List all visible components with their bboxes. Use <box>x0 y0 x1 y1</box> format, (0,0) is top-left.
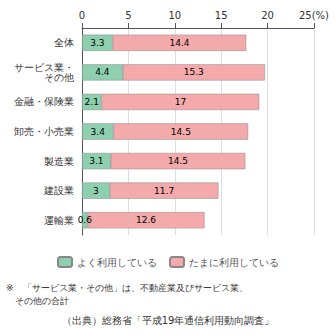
svg-text:たまに利用している: たまに利用している <box>189 257 279 268</box>
svg-text:11.7: 11.7 <box>154 186 174 196</box>
svg-text:20: 20 <box>261 10 274 21</box>
svg-text:建設業: 建設業 <box>43 185 74 196</box>
svg-text:10: 10 <box>168 10 181 21</box>
svg-text:0: 0 <box>79 10 85 21</box>
svg-text:その他の合計: その他の合計 <box>6 296 69 306</box>
svg-text:17: 17 <box>175 97 186 107</box>
svg-text:14.5: 14.5 <box>171 127 191 137</box>
svg-text:卸売・小売業: 卸売・小売業 <box>14 126 74 137</box>
svg-text:5: 5 <box>125 10 131 21</box>
svg-text:15.3: 15.3 <box>184 67 204 77</box>
svg-text:金融・保険業: 金融・保険業 <box>14 96 74 107</box>
svg-text:全体: 全体 <box>54 37 74 48</box>
svg-text:運輸業: 運輸業 <box>44 215 74 226</box>
svg-text:14.5: 14.5 <box>168 156 188 166</box>
svg-text:（出典）総務省「平成19年通信利用動向調査」: （出典）総務省「平成19年通信利用動向調査」 <box>62 315 275 326</box>
svg-text:製造業: 製造業 <box>44 156 74 167</box>
svg-text:3.1: 3.1 <box>89 156 103 166</box>
svg-text:※ 「サービス業・その他」は、不動産業及びサービス業、: ※ 「サービス業・その他」は、不動産業及びサービス業、 <box>6 283 248 293</box>
svg-text:12.6: 12.6 <box>136 215 156 225</box>
svg-text:0.6: 0.6 <box>78 215 93 225</box>
svg-text:3.4: 3.4 <box>91 127 106 137</box>
svg-text:14.4: 14.4 <box>169 38 189 48</box>
svg-text:サービス業・: サービス業・ <box>14 61 74 73</box>
svg-text:4.4: 4.4 <box>95 67 110 77</box>
svg-text:25(%): 25(%) <box>299 10 329 21</box>
svg-text:15: 15 <box>215 10 228 21</box>
svg-text:2.1: 2.1 <box>85 97 99 107</box>
svg-text:3.3: 3.3 <box>90 38 104 48</box>
svg-text:3: 3 <box>93 186 99 196</box>
svg-text:よく利用している: よく利用している <box>77 257 157 268</box>
svg-text:その他: その他 <box>44 72 74 83</box>
